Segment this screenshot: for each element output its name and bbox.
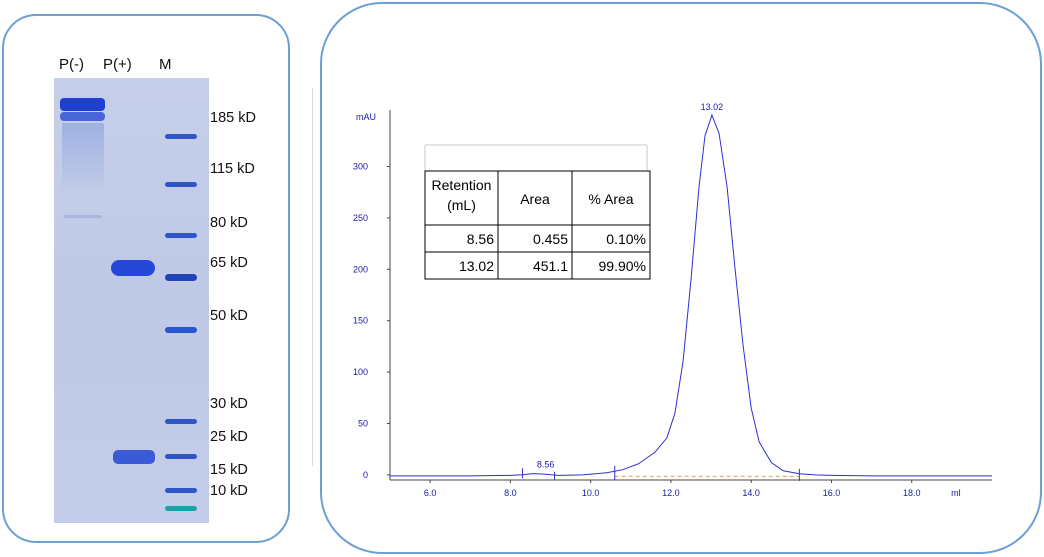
lane-label-marker: M — [159, 56, 172, 73]
marker-band — [165, 506, 197, 511]
table-cell: 451.1 — [533, 258, 568, 274]
marker-label-10: 10 kD — [210, 483, 248, 499]
table-cell: 13.02 — [459, 258, 494, 274]
gel-band — [60, 112, 105, 121]
table-cell: 0.455 — [533, 231, 568, 247]
chromatogram-trace — [390, 113, 992, 477]
y-tick-label: 200 — [353, 264, 368, 274]
table-header-cell: % Area — [588, 191, 633, 207]
table-cell: 8.56 — [467, 231, 494, 247]
marker-label-115: 115 kD — [210, 161, 255, 177]
x-tick-label: 10.0 — [582, 488, 600, 498]
x-tick-label: 14.0 — [742, 488, 760, 498]
marker-label-185: 185 kD — [210, 110, 256, 126]
y-tick-label: 50 — [358, 418, 368, 428]
gel-band — [111, 260, 155, 276]
x-tick-label: 18.0 — [903, 488, 921, 498]
x-tick-label: 6.0 — [424, 488, 437, 498]
marker-band — [165, 274, 197, 281]
y-tick-label: 100 — [353, 367, 368, 377]
table-header-cell: Retention (mL) — [432, 177, 492, 213]
y-tick-label: 300 — [353, 162, 368, 172]
peak-label: 13.02 — [701, 102, 724, 112]
marker-label-30: 30 kD — [210, 396, 248, 412]
gel-band — [113, 450, 155, 464]
marker-band — [165, 454, 197, 459]
y-axis-label: mAU — [356, 112, 376, 122]
x-tick-label: 12.0 — [662, 488, 680, 498]
marker-label-25: 25 kD — [210, 429, 248, 445]
marker-label-65: 65 kD — [210, 255, 248, 271]
gel-smear — [62, 123, 104, 193]
table-cell: 99.90% — [599, 258, 646, 274]
marker-band — [165, 488, 197, 493]
marker-label-80: 80 kD — [210, 215, 248, 231]
panel-separator — [312, 88, 313, 466]
marker-label-50: 50 kD — [210, 308, 248, 324]
marker-band — [165, 419, 197, 424]
table-cell: 0.10% — [606, 231, 646, 247]
marker-label-15: 15 kD — [210, 462, 248, 478]
lane-label-pminus: P(-) — [59, 56, 84, 73]
peak-label: 8.56 — [537, 460, 555, 470]
gel-band — [60, 98, 105, 111]
y-tick-label: 150 — [353, 316, 368, 326]
table-header-cell: Area — [520, 191, 550, 207]
x-axis-label: ml — [951, 488, 961, 498]
y-tick-label: 0 — [363, 470, 368, 480]
marker-band — [165, 134, 197, 139]
marker-band — [165, 327, 197, 333]
lane-label-pplus: P(+) — [103, 56, 132, 73]
marker-band — [165, 182, 197, 187]
marker-band — [165, 233, 197, 238]
x-tick-label: 8.0 — [504, 488, 517, 498]
gel-image — [54, 78, 209, 523]
gel-band — [64, 215, 102, 218]
y-tick-label: 250 — [353, 213, 368, 223]
x-tick-label: 16.0 — [823, 488, 841, 498]
sds-page-panel: P(-) P(+) M 185 kD 115 kD 80 kD 65 kD 50… — [2, 14, 290, 543]
